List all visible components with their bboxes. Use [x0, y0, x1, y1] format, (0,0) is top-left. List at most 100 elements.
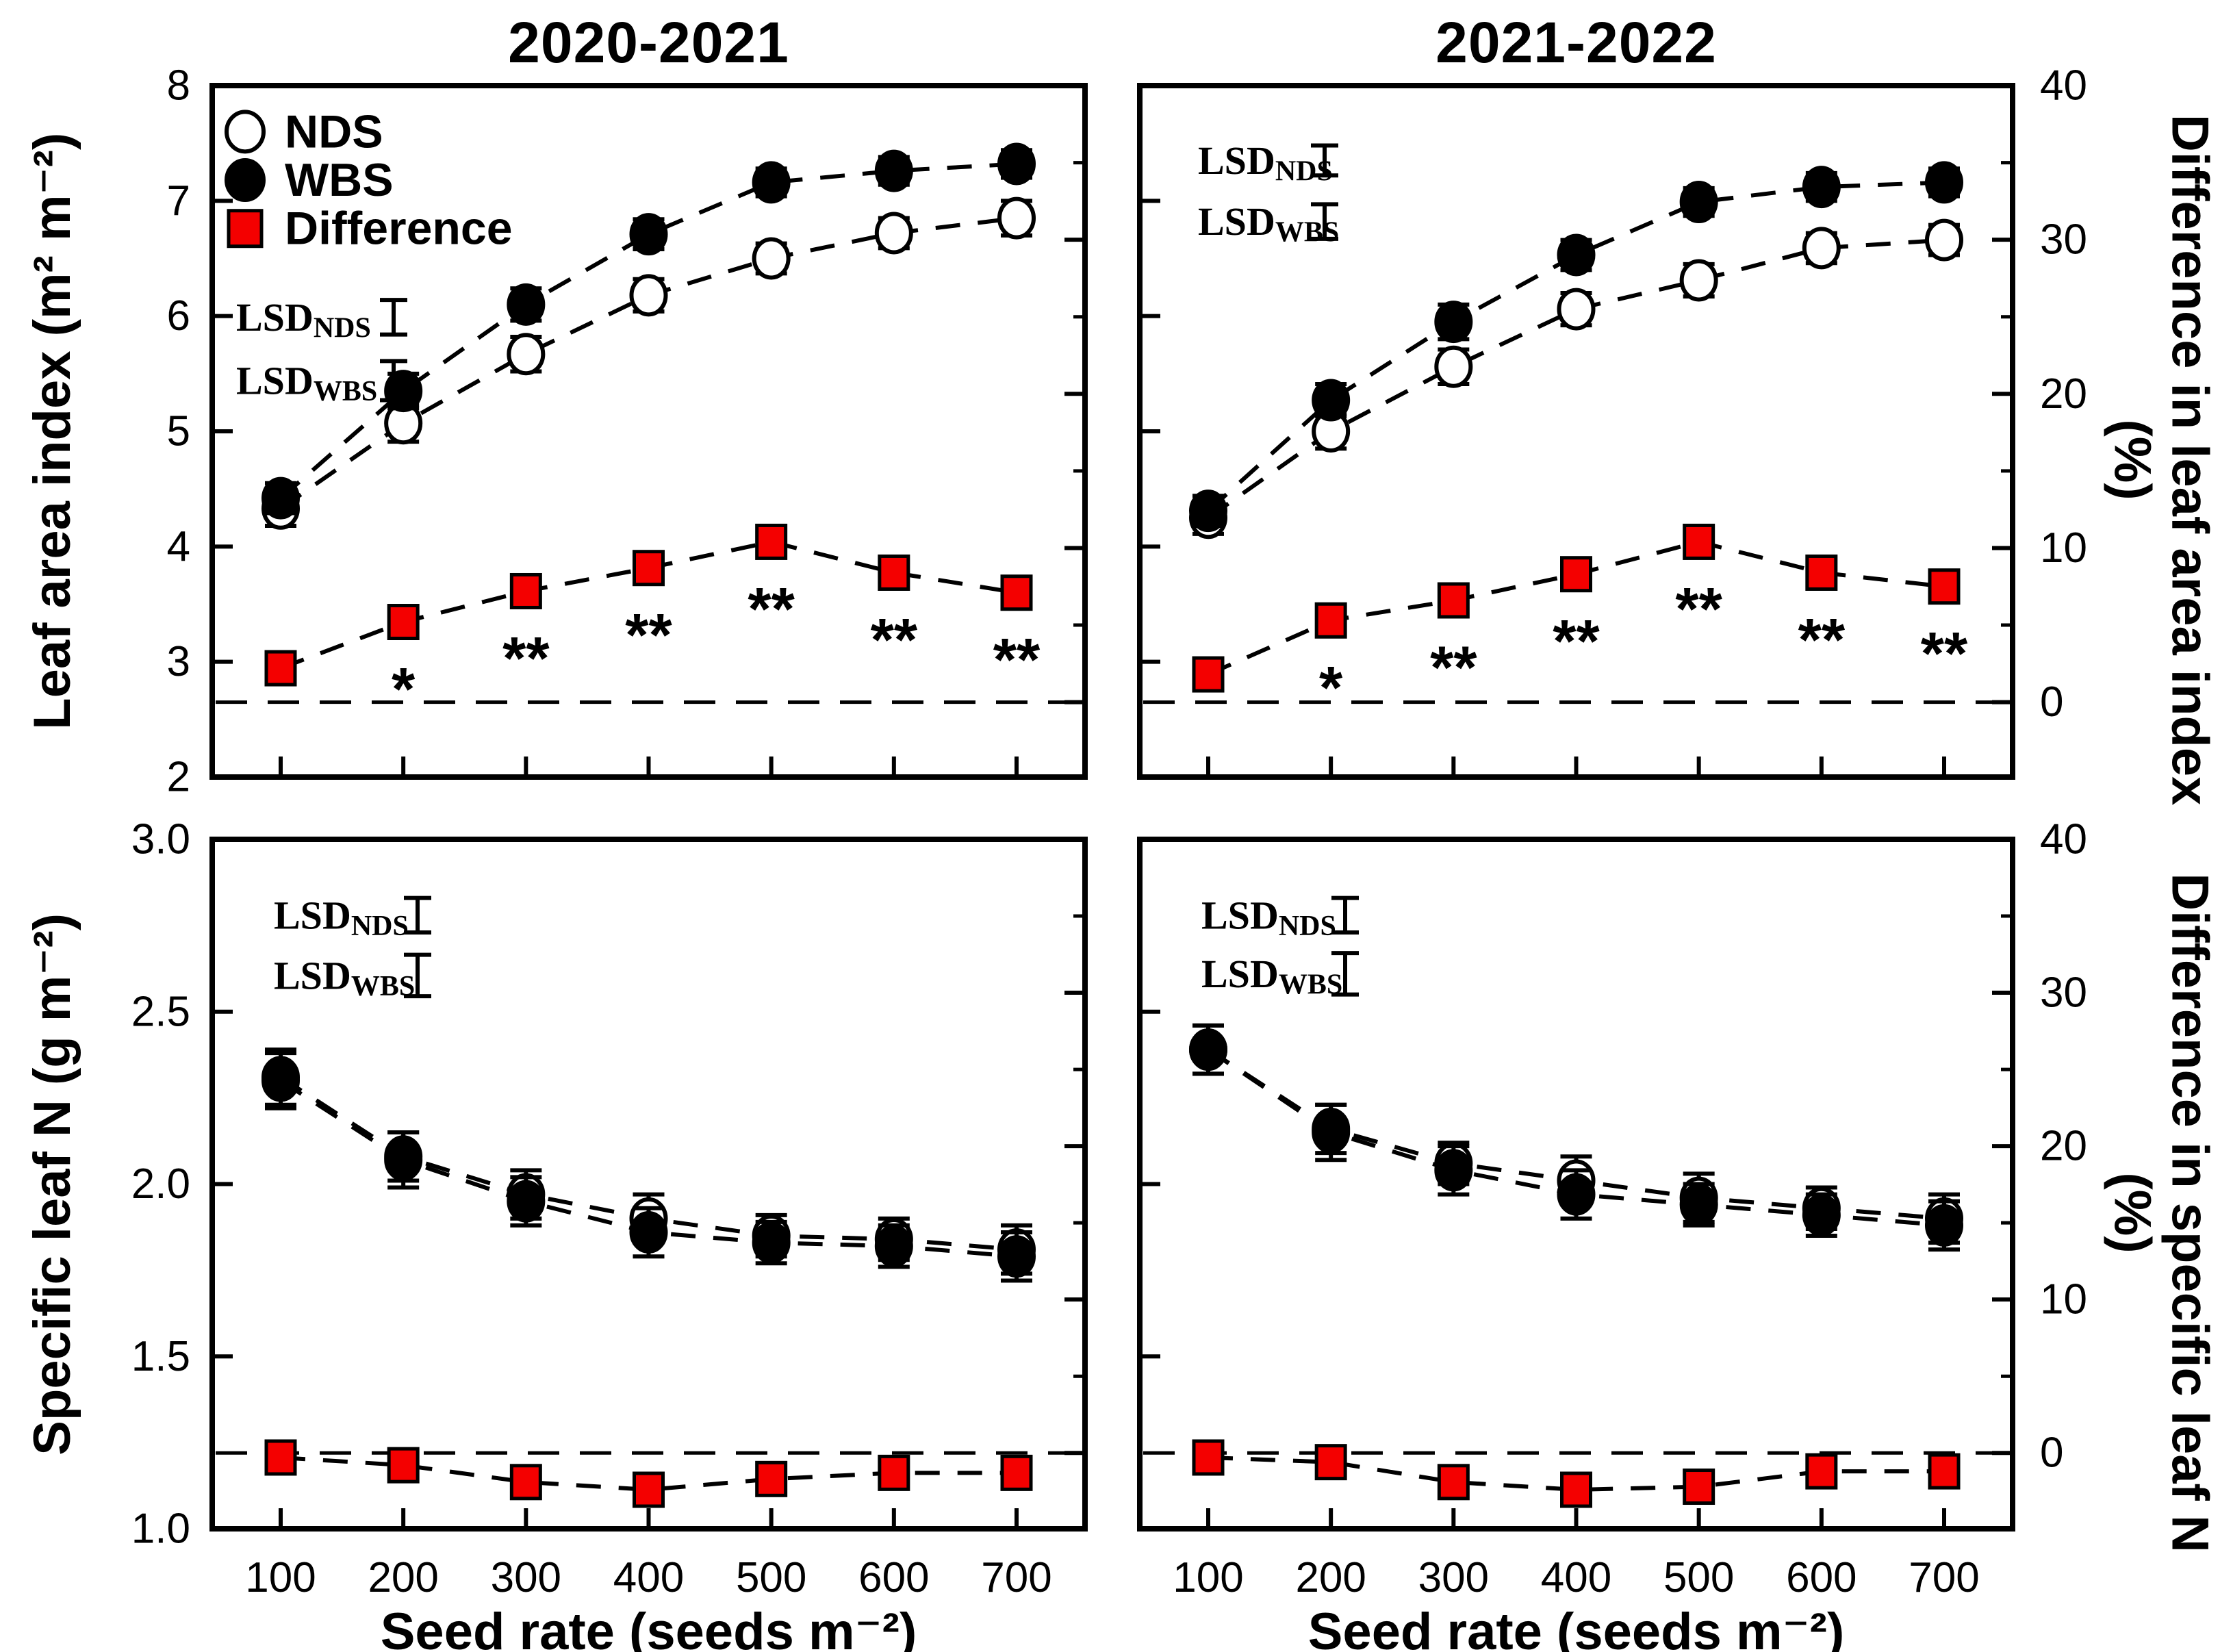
wbs-marker [1679, 1183, 1718, 1226]
difference-marker [387, 604, 420, 641]
y-left-tick-label: 4 [167, 523, 190, 570]
wbs-marker [997, 142, 1036, 186]
x-tick-label: 100 [1173, 1554, 1243, 1601]
significance-label: * [392, 655, 416, 723]
difference-marker [878, 554, 910, 591]
panel-sln-2020-2021: LSDNDS LSDWBS 1.0 1.5 2.0 2.5 3.0 100 200 300 400 5… [131, 816, 1088, 1601]
x-tick-label: 100 [245, 1554, 316, 1601]
wbs-marker [1557, 233, 1596, 277]
column-title-2020-2021: 2020-2021 [508, 10, 789, 75]
x-tick-label: 200 [368, 1554, 438, 1601]
wbs-marker [1557, 1173, 1596, 1216]
wbs-marker [261, 476, 300, 520]
significance-label: ** [625, 601, 672, 669]
y-right-tick-label: 40 [2040, 816, 2087, 863]
wbs-marker [874, 1225, 913, 1268]
legend-open-circle-icon [225, 110, 266, 154]
x-tick-label: 400 [613, 1554, 684, 1601]
wbs-marker [1434, 1149, 1473, 1192]
difference-marker [387, 1447, 420, 1484]
y-left-tick-label: 1.5 [131, 1333, 190, 1380]
wbs-marker [1802, 166, 1841, 209]
wbs-marker [384, 370, 423, 413]
x-tick-label: 200 [1295, 1554, 1366, 1601]
difference-marker [1314, 1444, 1347, 1481]
wbs-marker [1434, 301, 1473, 344]
difference-marker [264, 1439, 297, 1476]
x-tick-label: 700 [1909, 1554, 1979, 1601]
difference-marker [1000, 1454, 1033, 1491]
difference-marker [878, 1454, 910, 1491]
panel-border [209, 837, 1088, 1532]
lsd-nds-label: LSDNDS [1198, 138, 1333, 188]
wbs-marker [1925, 1204, 1963, 1247]
legend-label: Difference [285, 203, 513, 255]
difference-marker [1805, 1453, 1838, 1490]
significance-label: ** [1921, 620, 1968, 687]
lsd-wbs-label: LSDWBS [236, 358, 377, 407]
y-left-tick-label: 7 [167, 177, 190, 225]
difference-marker [755, 523, 788, 560]
panel-sln-2021-2022: LSDNDS LSDWBS 0 10 20 30 40 100 200 300 400 500 600 7… [1137, 816, 2087, 1601]
difference-marker [1192, 656, 1225, 693]
wbs-marker [261, 1059, 300, 1102]
difference-marker [1805, 554, 1838, 591]
x-axis-title-right: Seed rate (seeds m⁻²) [1307, 1603, 1845, 1652]
significance-label: ** [871, 605, 918, 673]
nds-marker [507, 333, 546, 376]
nds-line [1207, 238, 1945, 520]
significance-label: ** [502, 624, 550, 691]
difference-marker [755, 1460, 788, 1497]
x-tick-label: 600 [1786, 1554, 1857, 1601]
difference-marker [1683, 523, 1715, 560]
x-tick-label: 500 [1663, 1554, 1734, 1601]
wbs-marker [1189, 1028, 1227, 1071]
wbs-marker [629, 213, 668, 256]
column-title-2021-2022: 2021-2022 [1436, 10, 1717, 75]
nds-marker [997, 196, 1036, 240]
wbs-marker [384, 1139, 423, 1182]
panel-lai-2020-2021: * ** ** ** ** **LSDNDSLSDWBSNDSWBSDifference2… [167, 62, 1088, 801]
x-tick-label: 700 [981, 1554, 1051, 1601]
wbs-marker [1189, 490, 1227, 533]
nds-marker [752, 237, 791, 280]
legend-filled-circle-icon [225, 158, 266, 203]
wbs-marker [1925, 161, 1963, 204]
significance-label: ** [748, 574, 795, 642]
x-tick-label: 300 [1418, 1554, 1489, 1601]
legend-label: WBS [285, 154, 394, 206]
wbs-marker [997, 1235, 1036, 1278]
y-right-tick-label: 40 [2040, 62, 2087, 110]
nds-marker [1925, 218, 1963, 262]
wbs-marker [752, 1221, 791, 1265]
difference-marker [1314, 602, 1347, 639]
legend-label: NDS [285, 105, 383, 157]
significance-label: * [1319, 653, 1343, 721]
nds-marker [874, 212, 913, 255]
wbs-marker [507, 283, 546, 326]
nds-marker [1434, 345, 1473, 388]
y-right-tick-label: 10 [2040, 1276, 2087, 1323]
wbs-marker [1802, 1193, 1841, 1236]
y-left-tick-label: 2.5 [131, 988, 190, 1035]
significance-label: ** [1430, 633, 1477, 701]
y-left-tick-label: 2.0 [131, 1160, 190, 1208]
x-axis-title-left: Seed rate (seeds m⁻²) [380, 1603, 917, 1652]
wbs-marker [507, 1180, 546, 1223]
nds-marker [629, 274, 668, 317]
lsd-nds-label: LSDNDS [1201, 893, 1336, 942]
wbs-marker [1679, 181, 1718, 224]
y-left-tick-label: 3.0 [131, 816, 190, 863]
y-left-tick-label: 5 [167, 408, 190, 455]
lsd-wbs-label: LSDWBS [274, 953, 415, 1002]
difference-marker [1560, 556, 1592, 593]
difference-marker [1437, 582, 1470, 619]
wbs-marker [1312, 1110, 1351, 1154]
y-right-tick-label: 10 [2040, 524, 2087, 572]
y-left-tick-label: 6 [167, 292, 190, 340]
x-tick-label: 500 [736, 1554, 806, 1601]
nds-line [279, 216, 1017, 511]
wbs-marker [752, 161, 791, 204]
